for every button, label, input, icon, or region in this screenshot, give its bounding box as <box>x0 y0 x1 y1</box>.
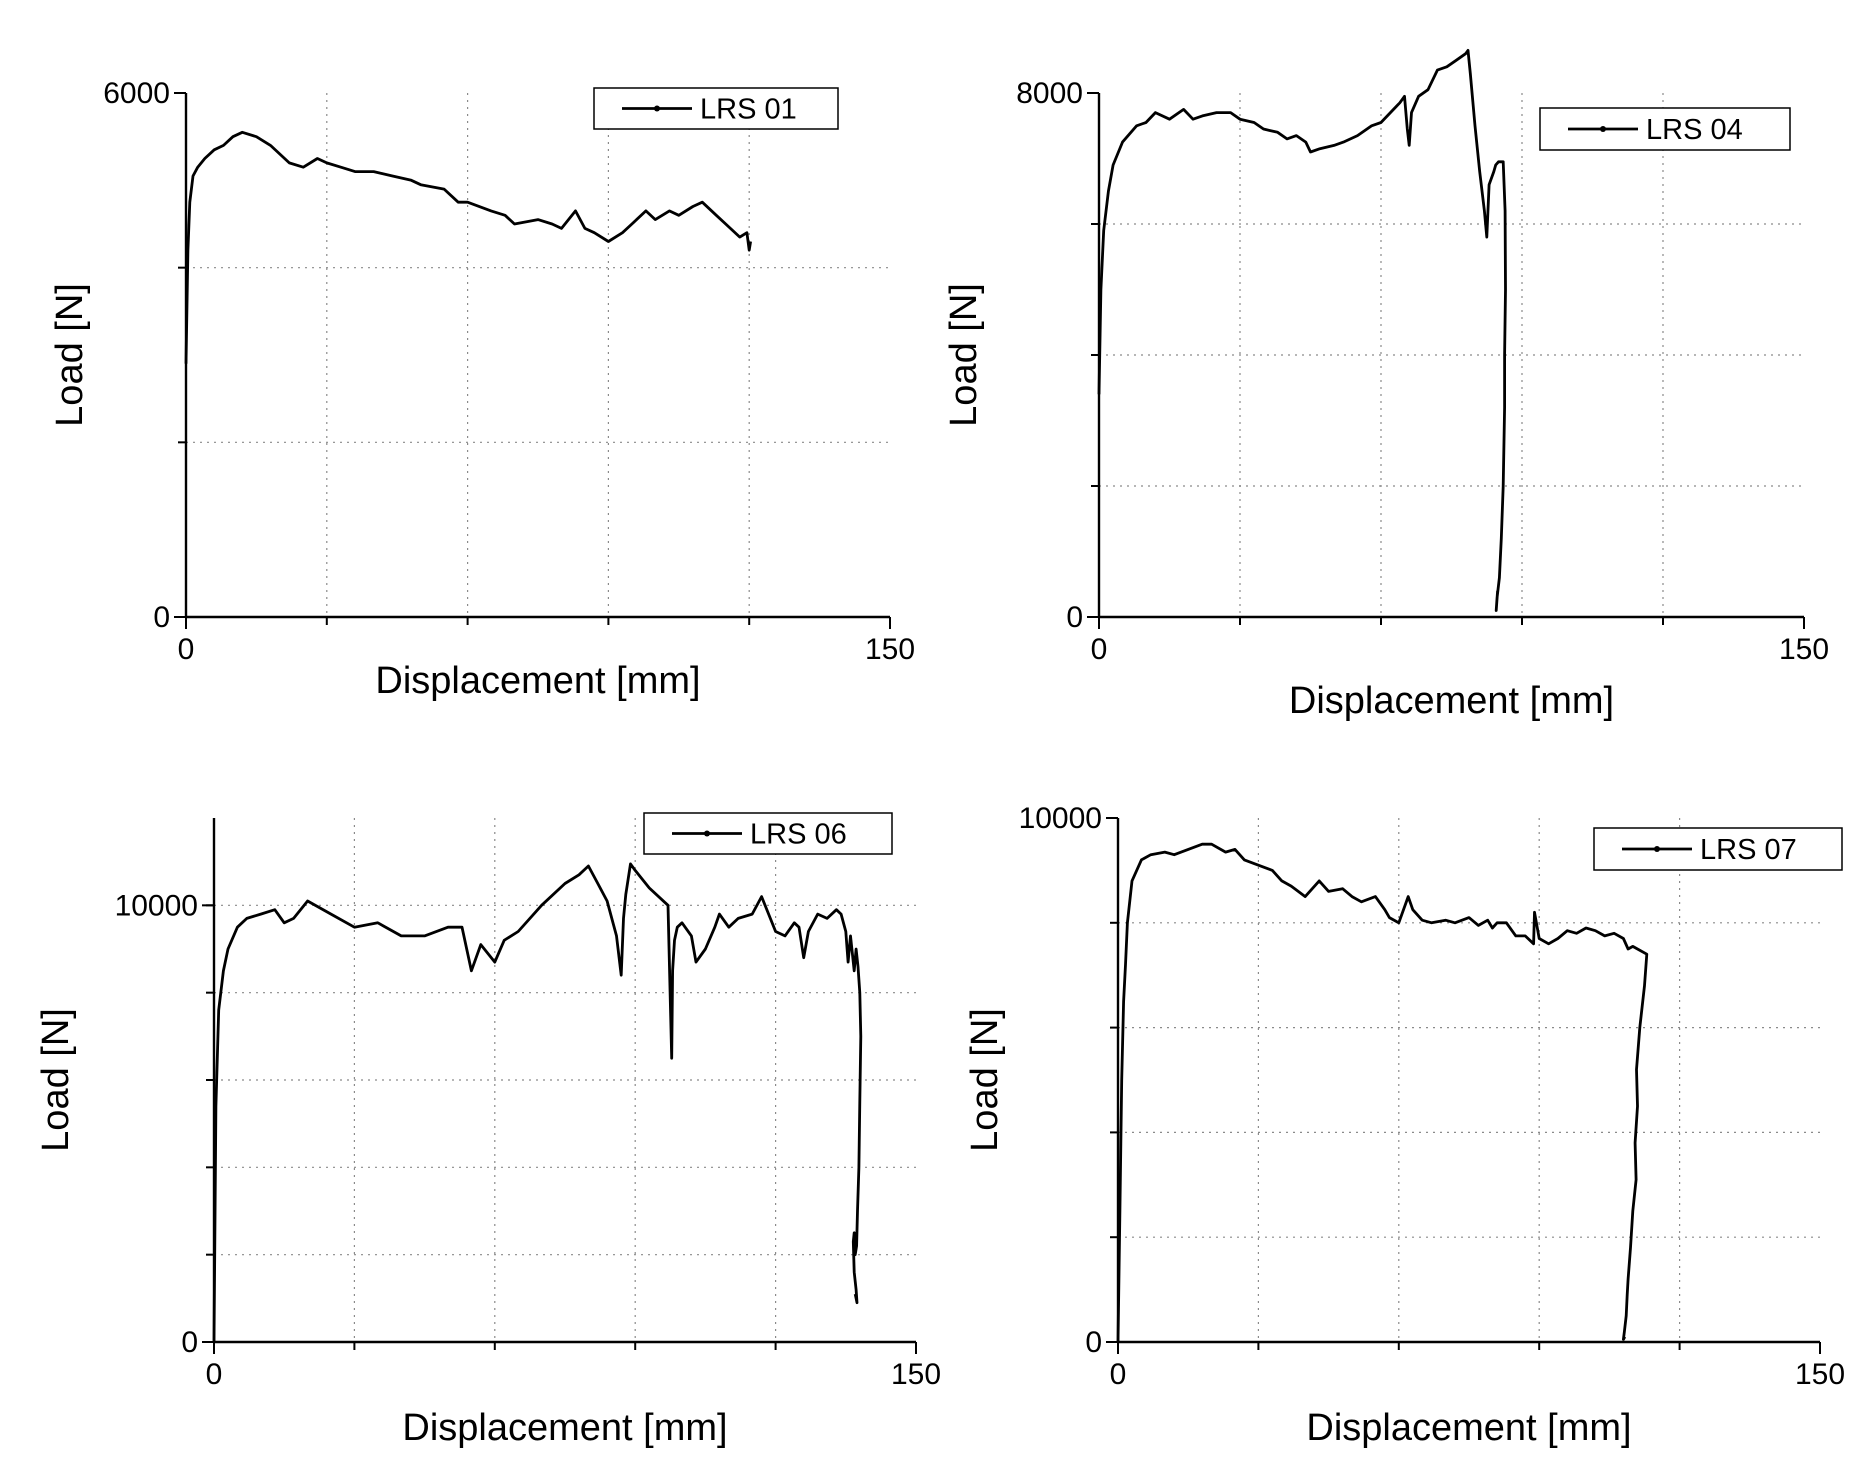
x-axis-label: Displacement [mm] <box>1306 1407 1631 1449</box>
x-tick-label: 0 <box>1091 633 1108 666</box>
y-axis-label: Load [N] <box>943 283 985 427</box>
legend-marker <box>704 830 710 837</box>
x-tick-label: 150 <box>891 1358 941 1391</box>
x-axis-label: Displacement [mm] <box>375 660 700 702</box>
y-tick-label: 6000 <box>103 77 170 110</box>
series-line <box>1116 842 1649 1343</box>
legend-label: LRS 06 <box>750 819 847 851</box>
series-line <box>212 862 863 1343</box>
chart-panel-2: 0 150 0 8000 Displacement [mm] Load [N] LRS 04 <box>943 49 1829 722</box>
x-tick-label: 0 <box>1110 1358 1127 1391</box>
chart-panel-4: 0 150 0 10000 Displacement [mm] Load [N] LRS 0… <box>964 802 1845 1449</box>
x-tick-label: 150 <box>865 633 915 666</box>
y-axis-label: Load [N] <box>964 1008 1006 1152</box>
y-tick-label: 10000 <box>115 889 198 922</box>
legend-label: LRS 01 <box>700 94 797 126</box>
y-tick-label: 0 <box>181 1326 198 1359</box>
legend-label: LRS 04 <box>1646 114 1743 146</box>
x-tick-label: 150 <box>1779 633 1829 666</box>
legend-marker <box>654 105 660 112</box>
series-line <box>1097 49 1507 612</box>
legend-marker <box>1600 126 1606 132</box>
x-tick-label: 0 <box>206 1358 223 1391</box>
series-line <box>184 130 752 364</box>
chart-panel-3: 0 150 0 10000 Displacement [mm] Load [N] LRS 0… <box>35 812 941 1449</box>
legend-label: LRS 07 <box>1700 834 1797 866</box>
chart-panel-1: 0 150 0 6000 Displacement [mm] Load [N] LRS 01 <box>49 77 915 702</box>
y-tick-label: 0 <box>1085 1326 1102 1359</box>
x-tick-label: 0 <box>178 633 195 666</box>
x-axis-label: Displacement [mm] <box>1289 680 1614 722</box>
x-tick-label: 150 <box>1795 1358 1845 1391</box>
legend-marker <box>1654 846 1660 852</box>
y-tick-label: 10000 <box>1019 802 1102 835</box>
y-axis-label: Load [N] <box>35 1008 77 1152</box>
y-tick-label: 8000 <box>1016 77 1083 110</box>
y-axis-label: Load [N] <box>49 283 91 427</box>
x-axis-label: Displacement [mm] <box>402 1407 727 1449</box>
y-tick-label: 0 <box>1066 601 1083 634</box>
y-tick-label: 0 <box>153 601 170 634</box>
